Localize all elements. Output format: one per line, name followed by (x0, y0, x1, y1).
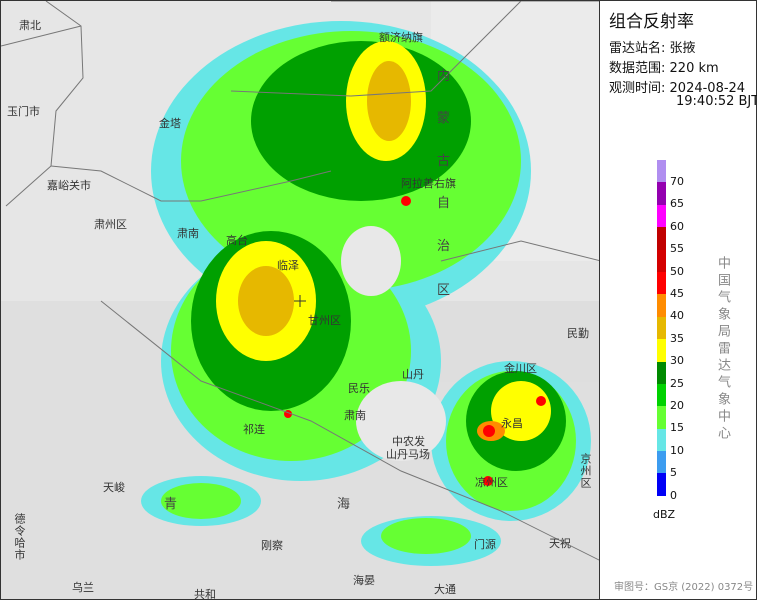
map-label: 阿拉善右旗 (401, 177, 456, 190)
map-label: 高台 (226, 234, 248, 247)
legend-tick: 45 (670, 287, 684, 300)
legend-tick: 70 (670, 175, 684, 188)
legend-tick: 5 (670, 466, 677, 480)
map-label: 民乐 (348, 382, 370, 395)
legend-tick: 50 (670, 264, 684, 278)
legend-tick: 10 (670, 443, 684, 457)
map-label: 凉州区 (475, 476, 508, 489)
map-label: 永昌 (501, 417, 523, 430)
legend-tick: 0 (670, 488, 677, 502)
map-label: 肃南 (344, 409, 366, 422)
map-label: 乌兰 (72, 581, 94, 594)
map-label: 古 (437, 154, 451, 169)
legend-tick: 40 (670, 309, 684, 323)
echo-orange (238, 61, 505, 441)
legend-swatch (657, 294, 666, 317)
map-label: 德令哈市 (13, 513, 26, 561)
legend-swatch (657, 182, 666, 205)
approval-number: 审图号：GS京 (2022) 0372号 (614, 582, 754, 593)
station-row: 雷达站名: 张掖 (609, 37, 696, 56)
info-panel: 组合反射率 雷达站名: 张掖 数据范围: 220 km 观测时间: 2024-0… (600, 0, 757, 600)
map-label: 门源 (474, 538, 496, 551)
legend-unit: dBZ (653, 508, 676, 521)
map-label: 治 (437, 239, 451, 254)
clear-gap (341, 226, 446, 461)
station-value: 张掖 (669, 41, 696, 56)
time-value: 19:40:52 BJT (676, 94, 757, 109)
legend-tick: 55 (670, 242, 684, 256)
map-label: 天祝 (549, 537, 571, 550)
range-label: 数据范围: (609, 61, 666, 76)
legend-swatch (657, 249, 666, 272)
map-label: 肃州区 (94, 218, 127, 231)
legend-tick: 35 (670, 331, 684, 345)
legend-swatch (657, 160, 666, 183)
map-label: 青 (164, 497, 178, 512)
map-label: 刚察 (261, 539, 283, 552)
map-label: 内 (437, 69, 451, 84)
legend-swatch (657, 428, 666, 452)
map-label: 大通 (434, 583, 456, 596)
map-label: 嘉峪关市 (47, 179, 91, 192)
legend-tick: 60 (670, 219, 684, 233)
map-label: 甘州区 (308, 314, 341, 327)
map-label: 金川区 (504, 362, 537, 375)
product-title: 组合反射率 (609, 12, 694, 32)
radar-echo-layer (1, 1, 599, 599)
legend-tick: 20 (670, 399, 684, 412)
map-label: 海 (337, 497, 351, 512)
legend-tick: 25 (670, 376, 684, 390)
map-label: 海晏 (353, 574, 375, 587)
map-label: 临泽 (277, 259, 299, 272)
map-label: 共和 (194, 588, 216, 600)
legend-swatch (657, 204, 666, 228)
radar-center-marker (294, 295, 306, 307)
map-label: 金塔 (159, 117, 181, 130)
time-label: 观测时间: (609, 81, 666, 96)
map-label: 京州区 (579, 453, 592, 489)
map-label: 肃北 (19, 19, 41, 32)
range-value: 220 km (669, 61, 719, 76)
time-row: 观测时间: 2024-08-24 (609, 77, 745, 96)
map-label: 玉门市 (7, 105, 40, 118)
color-legend (657, 160, 666, 496)
legend-swatch (657, 361, 666, 384)
map-label: 额济纳旗 (379, 31, 423, 44)
map-label: 肃南 (177, 227, 199, 240)
legend-tick: 15 (670, 421, 684, 435)
legend-swatch (657, 271, 666, 295)
map-label: 中农发 (392, 435, 425, 448)
map-label: 天峻 (103, 481, 125, 494)
range-row: 数据范围: 220 km (609, 57, 719, 76)
map-label: 蒙 (437, 111, 451, 126)
legend-swatch (657, 227, 666, 250)
radar-map[interactable]: 肃北 玉门市 嘉峪关市 肃州区 金塔 肃南 高台 临泽 额济纳旗 内 蒙 古 阿… (0, 0, 600, 600)
map-label: 祁连 (243, 423, 265, 436)
legend-swatch (657, 473, 666, 496)
legend-tick: 30 (670, 354, 684, 368)
legend-tick: 65 (670, 197, 684, 211)
legend-swatch (657, 339, 666, 362)
boundaries (1, 1, 599, 561)
map-label: 区 (437, 283, 451, 298)
legend-swatch (657, 316, 666, 340)
map-label: 山丹 (402, 368, 424, 381)
station-label: 雷达站名: (609, 41, 666, 56)
date-value: 2024-08-24 (669, 81, 746, 96)
map-label: 自 (437, 196, 451, 211)
legend-swatch (657, 383, 666, 407)
legend-swatch (657, 406, 666, 429)
organization-text: 中国气象局雷达气象中心 (715, 256, 730, 443)
map-label: 民勤 (567, 327, 589, 340)
map-label: 山丹马场 (386, 448, 430, 461)
legend-swatch (657, 451, 666, 474)
